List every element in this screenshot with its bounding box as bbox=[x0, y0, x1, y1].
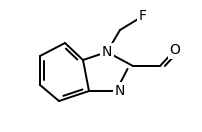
Text: N: N bbox=[102, 45, 112, 59]
Text: O: O bbox=[169, 43, 180, 57]
Text: N: N bbox=[115, 84, 125, 98]
Text: F: F bbox=[139, 9, 147, 23]
